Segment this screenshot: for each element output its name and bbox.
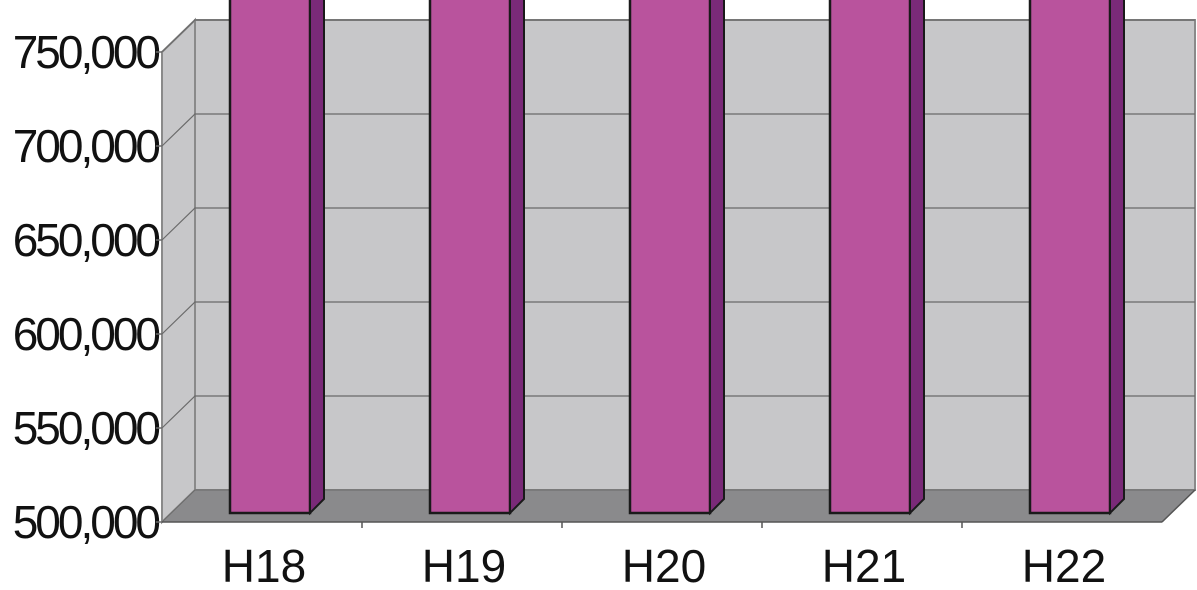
bar-front [628, 0, 712, 515]
x-tick-label: H22 [1022, 540, 1106, 590]
bar-side [509, 0, 525, 516]
floor-edge [1161, 489, 1196, 523]
bar-front [428, 0, 512, 515]
y-tick-label: 600,000 [13, 308, 160, 360]
bar-front [828, 0, 912, 515]
bars [228, 0, 1125, 516]
bar-front [228, 0, 312, 515]
x-tick-label: H19 [422, 540, 506, 590]
bar-group [628, 0, 725, 516]
bar-front [1028, 0, 1112, 515]
bar-group [228, 0, 325, 516]
y-axis: 500,000 550,000 600,000 650,000 700,000 750,0… [13, 26, 163, 548]
bar-group [828, 0, 925, 516]
y-tick-label: 650,000 [13, 214, 160, 266]
y-tick-label: 550,000 [13, 402, 160, 454]
bar-side [709, 0, 725, 516]
bar-group [428, 0, 525, 516]
x-tick-label: H20 [622, 540, 706, 590]
bar-side [1109, 0, 1125, 516]
bar-side [909, 0, 925, 516]
x-tick-label: H18 [222, 540, 306, 590]
y-tick-label: 500,000 [13, 496, 160, 548]
side-wall [161, 17, 196, 525]
y-tick-label: 700,000 [13, 120, 160, 172]
bar-group [1028, 0, 1125, 516]
y-tick-label: 750,000 [13, 26, 160, 78]
bar-side [309, 0, 325, 516]
x-tick-label: H21 [822, 540, 906, 590]
x-axis: H18 H19 H20 H21 H22 [162, 489, 1196, 590]
